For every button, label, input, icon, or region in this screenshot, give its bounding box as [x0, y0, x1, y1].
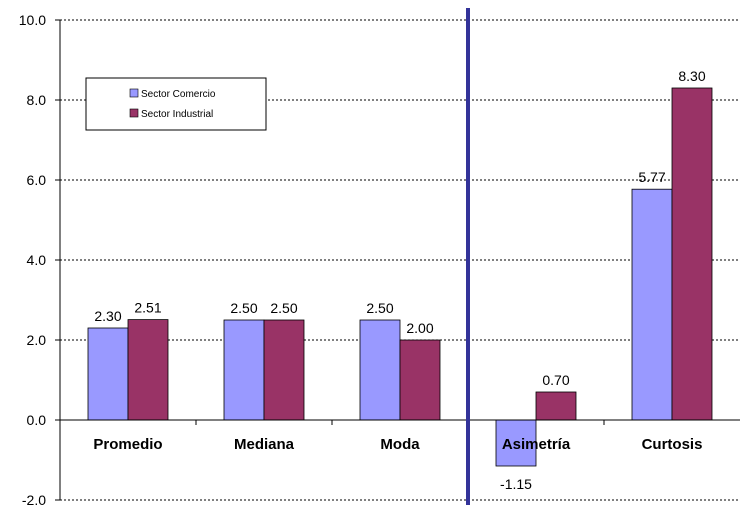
bar-comercio-3	[495, 419, 537, 467]
bar-industrial-1	[263, 319, 305, 421]
bar-industrial-4	[671, 87, 713, 421]
category-label: Curtosis	[642, 436, 703, 453]
legend-label: Sector Comercio	[141, 89, 216, 100]
data-labels: 2.30 2.50 2.50 -1.15 5.77 2.51 2.50 2.00 0.70 8.3…	[94, 68, 705, 492]
y-tick-label: 4.0	[27, 252, 47, 268]
bar-industrial-3	[535, 391, 577, 421]
legend: Sector Comercio Sector Industrial	[85, 77, 267, 131]
bar-comercio-4	[631, 188, 673, 421]
legend-box	[85, 77, 267, 131]
axes: -2.0 0.0 2.0 4.0 6.0 8.0 10.0 Promedio Mediana Mo…	[19, 8, 740, 508]
bars	[87, 87, 713, 467]
y-tick-label: 2.0	[27, 332, 47, 348]
data-label: 2.30	[94, 308, 121, 324]
bar-industrial-0	[127, 319, 169, 421]
y-tick-label: 6.0	[27, 172, 47, 188]
bar-comercio-2	[359, 319, 401, 421]
y-tick-label: 8.0	[27, 92, 47, 108]
y-tick-label: 10.0	[19, 12, 46, 28]
data-label: 2.50	[270, 300, 297, 316]
category-label: Mediana	[234, 436, 295, 453]
data-label: 5.77	[638, 169, 665, 185]
data-label: 2.50	[230, 300, 257, 316]
legend-label: Sector Industrial	[141, 109, 213, 120]
category-label: Promedio	[93, 436, 162, 453]
bar-comercio-0	[87, 327, 129, 421]
data-label: 2.00	[406, 320, 433, 336]
data-label: 2.51	[134, 300, 161, 316]
bar-comercio-1	[223, 319, 265, 421]
legend-swatch	[129, 88, 139, 98]
category-label: Moda	[380, 436, 420, 453]
legend-swatch	[129, 108, 139, 118]
y-tick-label: -2.0	[22, 492, 46, 508]
data-label: -1.15	[500, 476, 532, 492]
data-label: 2.50	[366, 300, 393, 316]
data-label: 0.70	[542, 372, 569, 388]
data-label: 8.30	[678, 68, 705, 84]
y-tick-label: 0.0	[27, 412, 47, 428]
category-label: Asimetría	[502, 436, 571, 453]
bar-industrial-2	[399, 339, 441, 421]
